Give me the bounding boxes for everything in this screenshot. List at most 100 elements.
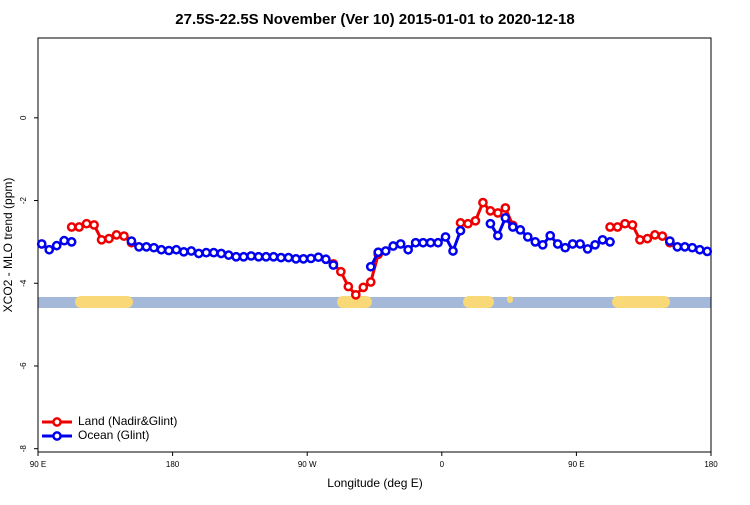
x-tick-label: 180 <box>704 460 718 469</box>
x-tick-label: 90 E <box>568 460 584 469</box>
y-tick-label: -2 <box>19 196 28 204</box>
data-point <box>104 233 114 244</box>
legend-marker <box>52 431 62 441</box>
data-point <box>380 246 391 256</box>
data-point <box>141 242 152 252</box>
data-point <box>485 206 496 216</box>
data-point <box>440 232 451 242</box>
data-point <box>373 247 384 258</box>
data-point <box>627 220 638 230</box>
data-point <box>156 244 167 255</box>
data-point <box>66 222 77 232</box>
data-point <box>171 244 182 255</box>
data-point <box>597 234 608 245</box>
data-point <box>36 239 47 249</box>
data-point <box>321 254 331 265</box>
data-point <box>642 233 653 244</box>
data-point <box>694 244 705 255</box>
data-point <box>238 251 249 262</box>
data-point <box>545 230 556 241</box>
data-point <box>552 239 563 249</box>
data-point <box>298 254 309 264</box>
data-point <box>388 241 399 251</box>
data-point <box>425 237 436 248</box>
data-point <box>537 239 548 250</box>
data-point <box>470 215 481 226</box>
data-point <box>268 251 279 262</box>
data-point <box>208 247 219 258</box>
data-point <box>672 242 683 252</box>
data-point <box>246 251 256 261</box>
data-point <box>522 232 533 242</box>
data-point <box>358 282 369 293</box>
data-point <box>350 289 361 300</box>
x-tick-label: 180 <box>166 460 180 469</box>
surface-mask <box>38 296 711 308</box>
data-point <box>365 261 376 272</box>
x-tick-label: 90 E <box>30 460 46 469</box>
data-point <box>657 231 668 241</box>
data-point <box>665 236 675 246</box>
data-point <box>216 248 227 259</box>
data-point <box>620 218 630 229</box>
data-point <box>231 251 242 262</box>
data-point <box>485 218 496 229</box>
data-point <box>328 260 339 270</box>
data-point <box>590 239 600 250</box>
data-point <box>702 246 713 257</box>
data-point <box>493 230 503 241</box>
data-point <box>343 281 354 292</box>
data-point <box>605 222 615 232</box>
data-point <box>635 234 645 245</box>
data-point <box>186 246 197 256</box>
data-point <box>44 244 55 255</box>
data-point <box>119 231 129 241</box>
data-point <box>403 244 413 255</box>
data-point <box>575 239 585 249</box>
data-point <box>463 218 473 229</box>
data-point <box>291 254 301 264</box>
data-point <box>96 234 107 245</box>
data-point <box>395 239 406 249</box>
data-point <box>253 251 264 262</box>
data-point <box>650 230 660 240</box>
data-point <box>365 277 376 287</box>
data-point <box>493 208 503 218</box>
data-point <box>515 225 526 235</box>
data-point <box>201 247 212 258</box>
data-point <box>455 218 466 228</box>
data-point <box>530 237 541 247</box>
chart-title: 27.5S-22.5S November (Ver 10) 2015-01-01… <box>175 11 574 28</box>
data-point <box>433 237 443 248</box>
legend-label: Land (Nadir&Glint) <box>78 414 177 428</box>
data-point <box>51 240 62 251</box>
data-point <box>500 203 511 213</box>
data-point <box>410 237 421 248</box>
data-point <box>567 239 578 249</box>
data-point <box>418 237 428 248</box>
data-point <box>306 253 316 264</box>
data-point <box>448 246 458 256</box>
y-axis-label: XCO2 - MLO trend (ppm) <box>1 178 15 313</box>
data-point <box>500 213 511 223</box>
data-point <box>223 250 234 260</box>
data-point <box>261 251 271 262</box>
legend-label: Ocean (Glint) <box>78 428 149 442</box>
data-point <box>560 242 571 253</box>
data-point <box>507 222 518 232</box>
data-point <box>164 245 174 256</box>
x-tick-label: 0 <box>440 460 445 469</box>
data-point <box>126 236 137 246</box>
x-axis-label: Longitude (deg E) <box>327 476 422 490</box>
data-point <box>687 242 698 253</box>
data-point <box>313 252 324 263</box>
data-point <box>612 222 623 232</box>
data-point <box>66 237 77 247</box>
y-tick-label: -4 <box>19 279 28 287</box>
data-point <box>178 246 189 257</box>
data-point <box>605 237 615 247</box>
data-point <box>81 218 92 229</box>
data-point <box>74 222 84 232</box>
data-point <box>111 230 122 240</box>
